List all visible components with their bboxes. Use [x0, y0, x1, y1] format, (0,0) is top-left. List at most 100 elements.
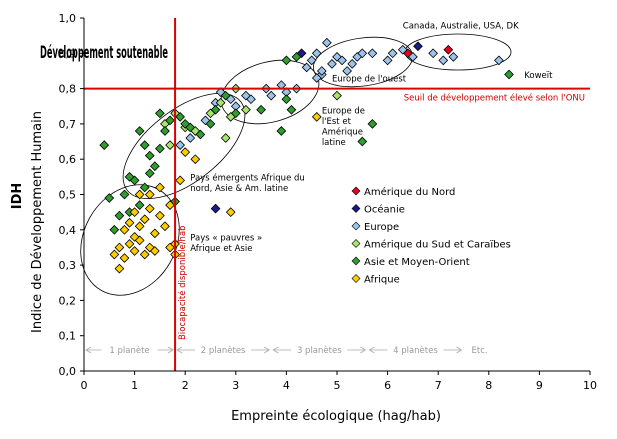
x-tick-label: 10: [583, 379, 597, 392]
data-point-3-7: [241, 104, 251, 115]
data-point-4-35: [124, 171, 135, 182]
data-point-2-24: [438, 55, 449, 66]
planet-label: 1 planète: [109, 345, 149, 356]
hdi-threshold-label: Seuil de développement élevé selon l'ONU: [404, 93, 585, 104]
data-point-4-23: [256, 104, 266, 115]
legend-entry: Amérique du Nord: [364, 186, 455, 198]
data-point-5-11: [139, 249, 150, 260]
data-point-5-9: [134, 235, 145, 246]
planet-label-bg: [291, 342, 348, 354]
annotation-label: nord, Asie & Am. latine: [190, 184, 288, 194]
legend-entry: Amérique du Sud et Caraïbes: [364, 239, 511, 251]
y-tick-label: 0,4: [59, 224, 77, 237]
data-point-2-19: [382, 55, 393, 66]
legend-marker: [351, 274, 361, 283]
data-point-5-24: [175, 175, 186, 186]
annotation-label: Europe de: [322, 106, 365, 116]
planet-label: 3 planètes: [297, 345, 342, 356]
data-point-4-18: [195, 129, 206, 140]
x-tick-label: 8: [485, 379, 492, 392]
y-axis-title: Indice de Développement Humain: [30, 111, 45, 333]
annotation-label: Europe de l'ouest: [332, 75, 407, 85]
data-point-5-15: [149, 246, 160, 256]
data-point-2-25: [448, 51, 459, 62]
data-point-2-22: [408, 51, 418, 62]
data-point-4-19: [205, 119, 216, 129]
x-tick-label: 3: [232, 379, 239, 392]
annotation-label: Afrique et Asie: [190, 244, 252, 254]
data-point-4-1: [104, 193, 115, 203]
data-point-2-2: [266, 90, 277, 101]
biocapacity-label: Biocapacité disponible/hab: [177, 225, 188, 340]
legend-marker: [351, 239, 361, 248]
data-point-2-26: [494, 55, 504, 66]
data-point-2-35: [311, 73, 322, 83]
data-point-3-8: [165, 140, 175, 150]
data-point-2-33: [185, 133, 196, 143]
data-point-5-0: [109, 249, 120, 260]
data-point-4-12: [160, 126, 170, 136]
data-point-3-10: [220, 133, 231, 143]
y-tick-label: 0,1: [59, 330, 77, 343]
data-point-4-9: [144, 150, 155, 161]
y-tick-label: 0,9: [59, 47, 77, 60]
x-axis-title: Empreinte écologique (hag/hab): [231, 409, 441, 424]
data-point-5-18: [155, 182, 165, 193]
data-point-2-17: [357, 48, 368, 59]
data-point-4-2: [109, 224, 120, 235]
annotation-label: Koweït: [524, 71, 553, 81]
planet-arrow-left: [176, 346, 183, 354]
data-point-5-26: [190, 154, 201, 165]
data-point-1-1: [413, 41, 423, 52]
data-point-5-10: [134, 221, 145, 232]
annotation-label: Amérique: [322, 126, 363, 137]
data-point-4-27: [357, 136, 368, 147]
planet-label-etc: Etc.: [472, 346, 488, 356]
planet-arrow-right: [167, 346, 174, 354]
data-point-0-1: [443, 44, 454, 55]
planet-arrow-right: [264, 346, 270, 354]
data-point-4-3: [114, 210, 125, 221]
ellipse-north-america: [404, 33, 512, 71]
data-point-5-29: [134, 189, 145, 200]
legend-entry: Asie et Moyen-Orient: [364, 257, 470, 268]
data-point-2-29: [241, 90, 251, 101]
data-point-5-25: [180, 147, 191, 158]
data-point-4-20: [210, 104, 221, 115]
data-point-4-11: [155, 143, 165, 154]
data-point-4-32: [139, 140, 150, 150]
data-point-5-6: [129, 246, 140, 256]
annotations: Canada, Australie, USA, DK Europe de l'ou…: [190, 22, 553, 254]
data-point-4-36: [144, 168, 155, 179]
planet-scale: 1 planète 2 planètes 3 planètes 4 planètes E…: [85, 342, 488, 356]
data-point-2-23: [428, 48, 439, 59]
data-point-4-22: [230, 108, 241, 119]
planet-arrow-left: [85, 346, 92, 354]
data-points: [99, 37, 514, 274]
planet-arrow-left: [368, 346, 375, 354]
x-tick-label: 0: [81, 379, 88, 392]
planet-label: 4 planètes: [393, 345, 438, 356]
data-point-4-0: [99, 140, 110, 150]
data-point-2-18: [367, 48, 378, 59]
data-point-5-4: [119, 224, 130, 235]
data-point-4-13: [165, 115, 175, 126]
data-point-5-5: [124, 217, 135, 228]
data-point-4-4: [119, 189, 130, 200]
data-point-5-1: [114, 263, 125, 274]
data-point-5-12: [139, 214, 150, 225]
legend: Amérique du Nord Océanie Europe Amérique du…: [351, 186, 511, 286]
legend-marker: [351, 221, 361, 231]
x-tick-label: 9: [536, 379, 543, 392]
x-tick-label: 1: [131, 379, 138, 392]
legend-entry: Europe: [364, 222, 399, 233]
data-point-3-11: [332, 90, 342, 101]
x-tick-label: 2: [182, 379, 189, 392]
planet-arrow-right: [456, 346, 463, 354]
data-point-4-8: [139, 182, 150, 193]
data-point-4-15: [175, 111, 186, 122]
planet-label-bg: [101, 342, 158, 354]
planet-arrow-left: [272, 346, 279, 354]
data-point-2-32: [175, 140, 186, 150]
annotation-label: Canada, Australie, USA, DK: [403, 22, 519, 32]
